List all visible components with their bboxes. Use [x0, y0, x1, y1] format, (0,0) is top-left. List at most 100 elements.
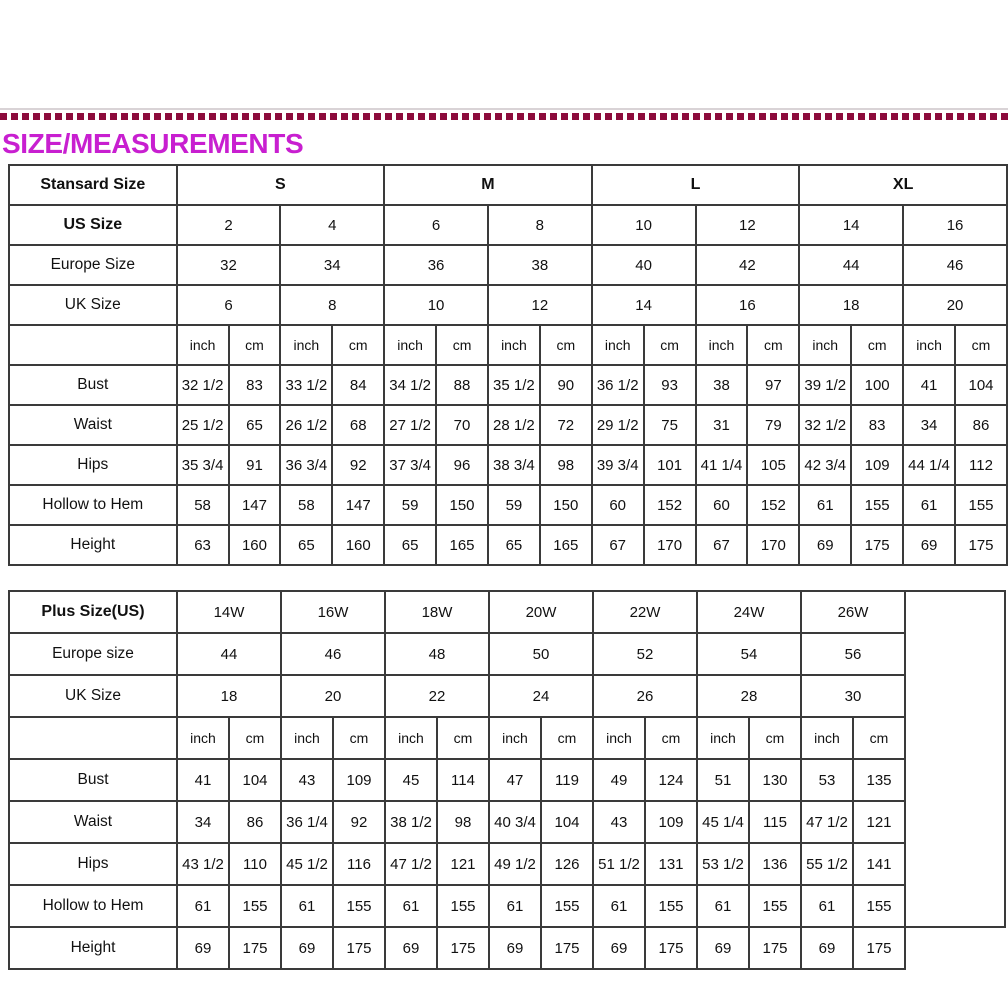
unit-header-cell: inch [800, 716, 854, 761]
table-cell: 86 [228, 800, 282, 845]
table-cell: 58 [279, 484, 334, 527]
table-cell: 32 1/2 [798, 404, 853, 447]
table-cell: 41 [902, 364, 957, 407]
table-cell: 69 [592, 926, 646, 971]
table-cell: 38 [694, 364, 749, 407]
table-cell: 45 1/4 [696, 800, 750, 845]
table-cell: 28 1/2 [486, 404, 541, 447]
table-cell: 61 [280, 884, 334, 929]
table-cell: 130 [748, 758, 802, 803]
unit-header-cell: cm [644, 716, 698, 761]
table-cell: 8 [279, 284, 386, 327]
unit-header-cell: cm [850, 324, 905, 367]
thin-divider-rule [0, 108, 1008, 110]
table-cell: 69 [800, 926, 854, 971]
row-label-blank [8, 324, 178, 367]
table-cell: 16 [902, 204, 1008, 247]
table-cell: 116 [332, 842, 386, 887]
table-cell: 42 [694, 244, 801, 287]
table-cell: 32 1/2 [175, 364, 230, 407]
table-cell: 67 [694, 524, 749, 567]
table-cell: 6 [383, 204, 489, 247]
table-cell: 45 1/2 [280, 842, 334, 887]
table-cell: 98 [436, 800, 490, 845]
table-cell: 26 1/2 [279, 404, 334, 447]
table-cell: 58 [175, 484, 230, 527]
table-cell: 115 [748, 800, 802, 845]
table-row-group-header: Stansard Size S M L XL [8, 164, 1008, 207]
table-row-plus-unit-header: inch cm inch cm inch cm inch cm inch cm … [8, 716, 1005, 761]
table-cell: 175 [852, 926, 906, 971]
table-cell: 38 1/2 [384, 800, 438, 845]
table-cell: 35 3/4 [175, 444, 230, 487]
table-cell: 65 [227, 404, 282, 447]
unit-header-cell: cm [227, 324, 282, 367]
table-row-plus-uk-size: UK Size 18 20 22 24 26 28 30 [8, 674, 1005, 719]
table-cell: 155 [436, 884, 490, 929]
table-row-hollow-to-hem: Hollow to Hem 58 147 58 147 59 150 59 15… [8, 484, 1008, 527]
table-cell: 36 1/2 [590, 364, 645, 407]
table-cell: 69 [902, 524, 957, 567]
table-cell: 61 [798, 484, 853, 527]
table-cell: 20W [488, 590, 594, 635]
row-label-height: Height [8, 524, 178, 567]
table-cell: 69 [696, 926, 750, 971]
table-cell: 63 [175, 524, 230, 567]
table-cell: 131 [644, 842, 698, 887]
table-cell: 109 [332, 758, 386, 803]
table-cell: 75 [642, 404, 697, 447]
table-cell: 109 [644, 800, 698, 845]
table-cell: 2 [175, 204, 282, 247]
unit-header-cell: cm [746, 324, 801, 367]
table-cell: 72 [538, 404, 593, 447]
table-cell: 155 [852, 884, 906, 929]
row-label-bust: Bust [8, 364, 178, 407]
unit-header-cell: cm [642, 324, 697, 367]
unit-header-cell: inch [694, 324, 749, 367]
table-cell: 69 [384, 926, 438, 971]
row-label-waist: Waist [8, 800, 178, 845]
unit-header-cell: inch [592, 716, 646, 761]
table-cell: 121 [436, 842, 490, 887]
table-cell: 30 [800, 674, 906, 719]
row-label-bust: Bust [8, 758, 178, 803]
table-cell: 34 [176, 800, 230, 845]
table-cell: 34 [279, 244, 386, 287]
table-row-plus-height: Height 69 175 69 175 69 175 69 175 69 17… [8, 926, 1005, 971]
table-cell: 49 1/2 [488, 842, 542, 887]
table-cell: 50 [488, 632, 594, 677]
table-cell: 69 [798, 524, 853, 567]
table-cell: 53 1/2 [696, 842, 750, 887]
row-label-hollow-to-hem: Hollow to Hem [8, 884, 178, 929]
table-row-bust: Bust 32 1/2 83 33 1/2 84 34 1/2 88 35 1/… [8, 364, 1008, 407]
unit-header-cell: cm [332, 716, 386, 761]
table-cell: 4 [279, 204, 386, 247]
unit-header-cell: inch [175, 324, 230, 367]
table-cell: 16W [280, 590, 386, 635]
table-cell: 8 [486, 204, 593, 247]
unit-header-cell: inch [902, 324, 957, 367]
group-header-m: M [383, 164, 593, 207]
table-cell: 152 [746, 484, 801, 527]
table-cell: 126 [540, 842, 594, 887]
table-cell: 91 [227, 444, 282, 487]
table-cell: 14 [590, 284, 697, 327]
table-cell: 136 [748, 842, 802, 887]
table-cell: 141 [852, 842, 906, 887]
table-cell: 18W [384, 590, 490, 635]
table-cell: 147 [227, 484, 282, 527]
row-label-europe-size: Europe Size [8, 244, 178, 287]
table-cell: 83 [850, 404, 905, 447]
table-cell: 67 [590, 524, 645, 567]
unit-header-cell: cm [852, 716, 906, 761]
table-cell: 45 [384, 758, 438, 803]
table-row-us-size: US Size 2 4 6 8 10 12 14 16 [8, 204, 1008, 247]
table-cell: 69 [488, 926, 542, 971]
table-cell: 46 [280, 632, 386, 677]
table-cell: 147 [331, 484, 386, 527]
table-row-unit-header: inch cm inch cm inch cm inch cm inch cm … [8, 324, 1008, 367]
table-cell: 27 1/2 [383, 404, 438, 447]
table-cell: 135 [852, 758, 906, 803]
row-label-height: Height [8, 926, 178, 971]
table-cell: 112 [954, 444, 1008, 487]
